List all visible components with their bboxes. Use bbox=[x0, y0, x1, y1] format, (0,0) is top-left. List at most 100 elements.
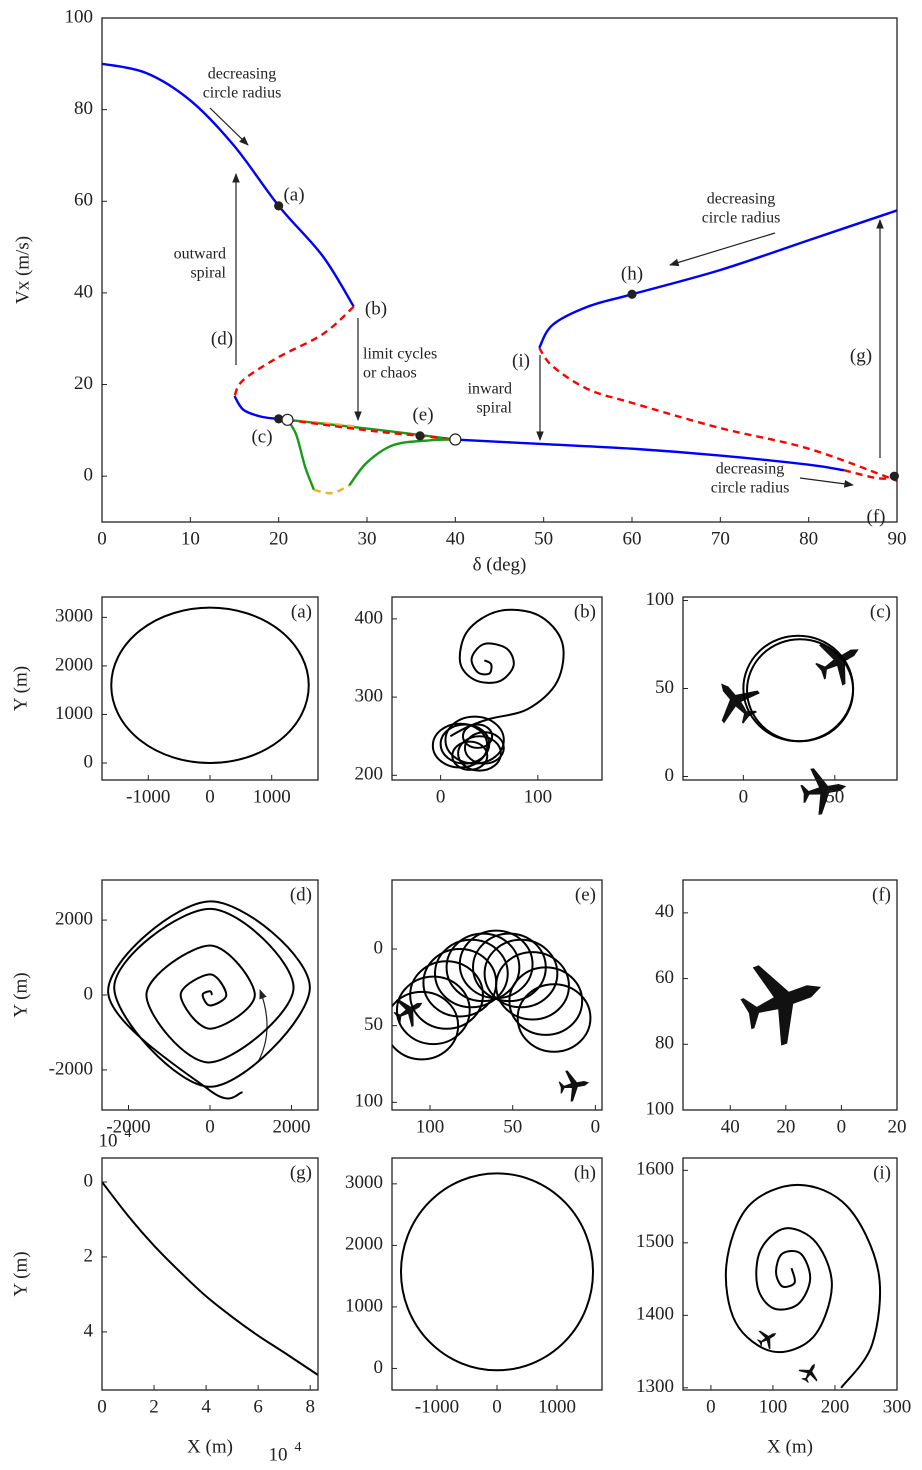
arrows bbox=[209, 107, 884, 1063]
x-tick-label: 80 bbox=[799, 528, 818, 549]
x-tick-label: 0 bbox=[205, 1116, 215, 1137]
y-tick-label: 100 bbox=[65, 6, 94, 27]
point-label: (h) bbox=[621, 263, 643, 284]
x-tick-label: 100 bbox=[524, 786, 553, 807]
x-tick-label: 0 bbox=[97, 1396, 107, 1417]
y-tick-label: 2000 bbox=[55, 654, 93, 675]
x-tick-label: 300 bbox=[883, 1396, 912, 1417]
x-tick-label: 0 bbox=[436, 786, 446, 807]
marker bbox=[274, 414, 284, 424]
y-tick-label: 0 bbox=[84, 983, 94, 1004]
annotation: spiral bbox=[476, 400, 512, 417]
y-tick-label: 0 bbox=[84, 751, 94, 772]
panel-label: (b) bbox=[574, 601, 596, 622]
trajectory-circle bbox=[742, 634, 855, 743]
trajectory-circle bbox=[461, 723, 494, 749]
annotation: circle radius bbox=[203, 85, 282, 102]
panel: 0 10 20 30 40 50 60 70 80 90 0 20 40 60 80 100 Vx (m/s) δ… bbox=[12, 6, 906, 575]
trajectory-circle bbox=[400, 1172, 594, 1372]
x-tick-label: 1000 bbox=[538, 1396, 576, 1417]
x-tick-label: 20 bbox=[776, 1116, 795, 1137]
point-label: (d) bbox=[211, 328, 233, 349]
y-tick-label: 60 bbox=[655, 967, 674, 988]
y-tick-label: 400 bbox=[355, 607, 384, 628]
y-tick-label: 40 bbox=[74, 281, 93, 302]
arrow bbox=[799, 477, 854, 488]
axes-box bbox=[101, 17, 898, 523]
marker bbox=[889, 471, 899, 481]
y-axis-label: Y (m) bbox=[10, 972, 31, 1017]
x-tick-label: 40 bbox=[721, 1116, 740, 1137]
x-tick-label: 40 bbox=[446, 528, 465, 549]
y-tick-label: 2 bbox=[84, 1245, 94, 1266]
y-tick-label: 3000 bbox=[345, 1172, 383, 1193]
equilibrium-branch bbox=[287, 418, 456, 441]
x-tick-label: 100 bbox=[416, 1116, 445, 1137]
annotation: limit cycles bbox=[363, 346, 437, 363]
equilibrium-branch bbox=[287, 418, 359, 428]
panel: 0 100 200 300 1300 1400 1500 1600 (i) X (m) bbox=[636, 1157, 912, 1457]
x-tick-label: 50 bbox=[503, 1116, 522, 1137]
panel: 40 20 0 20 40 60 80 100 (f) bbox=[646, 879, 907, 1137]
marker bbox=[627, 289, 637, 299]
axes-box bbox=[682, 879, 898, 1111]
trajectory bbox=[102, 1181, 318, 1376]
plot-area bbox=[392, 929, 592, 1061]
y-tick-label: 1000 bbox=[345, 1295, 383, 1316]
trajectory-circle bbox=[457, 735, 502, 772]
x-tick-label: 0 bbox=[97, 528, 107, 549]
axes-box bbox=[101, 596, 319, 781]
x-tick-label: 6 bbox=[253, 1396, 263, 1417]
y-tick-label: 1600 bbox=[636, 1159, 674, 1180]
annotation: circle radius bbox=[702, 210, 781, 227]
x-tick-label: 1000 bbox=[253, 786, 291, 807]
annotation: spiral bbox=[190, 265, 226, 282]
y-tick-label: 0 bbox=[374, 937, 384, 958]
x-tick-label: 0 bbox=[837, 1116, 847, 1137]
aircraft-icon bbox=[731, 947, 836, 1054]
axes-box bbox=[391, 879, 603, 1111]
x-tick-label: 0 bbox=[205, 786, 215, 807]
panel: -2000 0 2000 2000 0 -2000 (d) Y (m) bbox=[10, 879, 319, 1137]
x-tick-label: 200 bbox=[821, 1396, 850, 1417]
y-axis-label: Y (m) bbox=[10, 1251, 31, 1296]
arrow bbox=[669, 232, 776, 267]
y-tick-label: 50 bbox=[364, 1014, 383, 1035]
y-tick-label: 50 bbox=[655, 677, 674, 698]
panel-label: (f) bbox=[872, 884, 891, 905]
x-tick-label: 100 bbox=[759, 1396, 788, 1417]
x-tick-label: -2000 bbox=[106, 1116, 150, 1137]
panel-label: (e) bbox=[575, 884, 596, 905]
y-tick-label: 4 bbox=[84, 1320, 94, 1341]
equilibrium-branch bbox=[538, 347, 897, 482]
y-tick-label: 80 bbox=[655, 1033, 674, 1054]
panel: 0 50 0 50 100 (c) bbox=[646, 589, 898, 807]
y-tick-label: 20 bbox=[74, 373, 93, 394]
marker bbox=[281, 413, 294, 426]
y-tick-label: 80 bbox=[74, 98, 93, 119]
aircraft-icon bbox=[556, 1067, 592, 1104]
x-tick-label: -1000 bbox=[415, 1396, 459, 1417]
point-label: (b) bbox=[365, 298, 387, 319]
trajectory bbox=[449, 608, 565, 738]
y-tick-label: 1400 bbox=[636, 1304, 674, 1325]
arrow bbox=[209, 107, 249, 146]
y-tick-label: 200 bbox=[355, 764, 384, 785]
annotation: circle radius bbox=[711, 480, 790, 497]
axes-box bbox=[391, 596, 603, 781]
point-label: (i) bbox=[512, 350, 530, 371]
trajectory bbox=[724, 1183, 881, 1389]
x-tick-label: 30 bbox=[358, 528, 377, 549]
axes-box bbox=[682, 1157, 898, 1391]
panel: 0 100 200 300 400 (b) bbox=[355, 596, 603, 807]
trajectory-circle bbox=[508, 966, 584, 1036]
y-tick-label: 3000 bbox=[55, 606, 93, 627]
x-tick-label: 0 bbox=[739, 786, 749, 807]
x-tick-label: 2 bbox=[149, 1396, 159, 1417]
axes-box bbox=[101, 1157, 319, 1391]
y-axis-label: Vx (m/s) bbox=[12, 236, 33, 304]
y-tick-label: 100 bbox=[646, 589, 675, 610]
plot-area bbox=[107, 900, 311, 1100]
panel-label: (a) bbox=[291, 601, 312, 622]
plot-area bbox=[110, 606, 310, 765]
